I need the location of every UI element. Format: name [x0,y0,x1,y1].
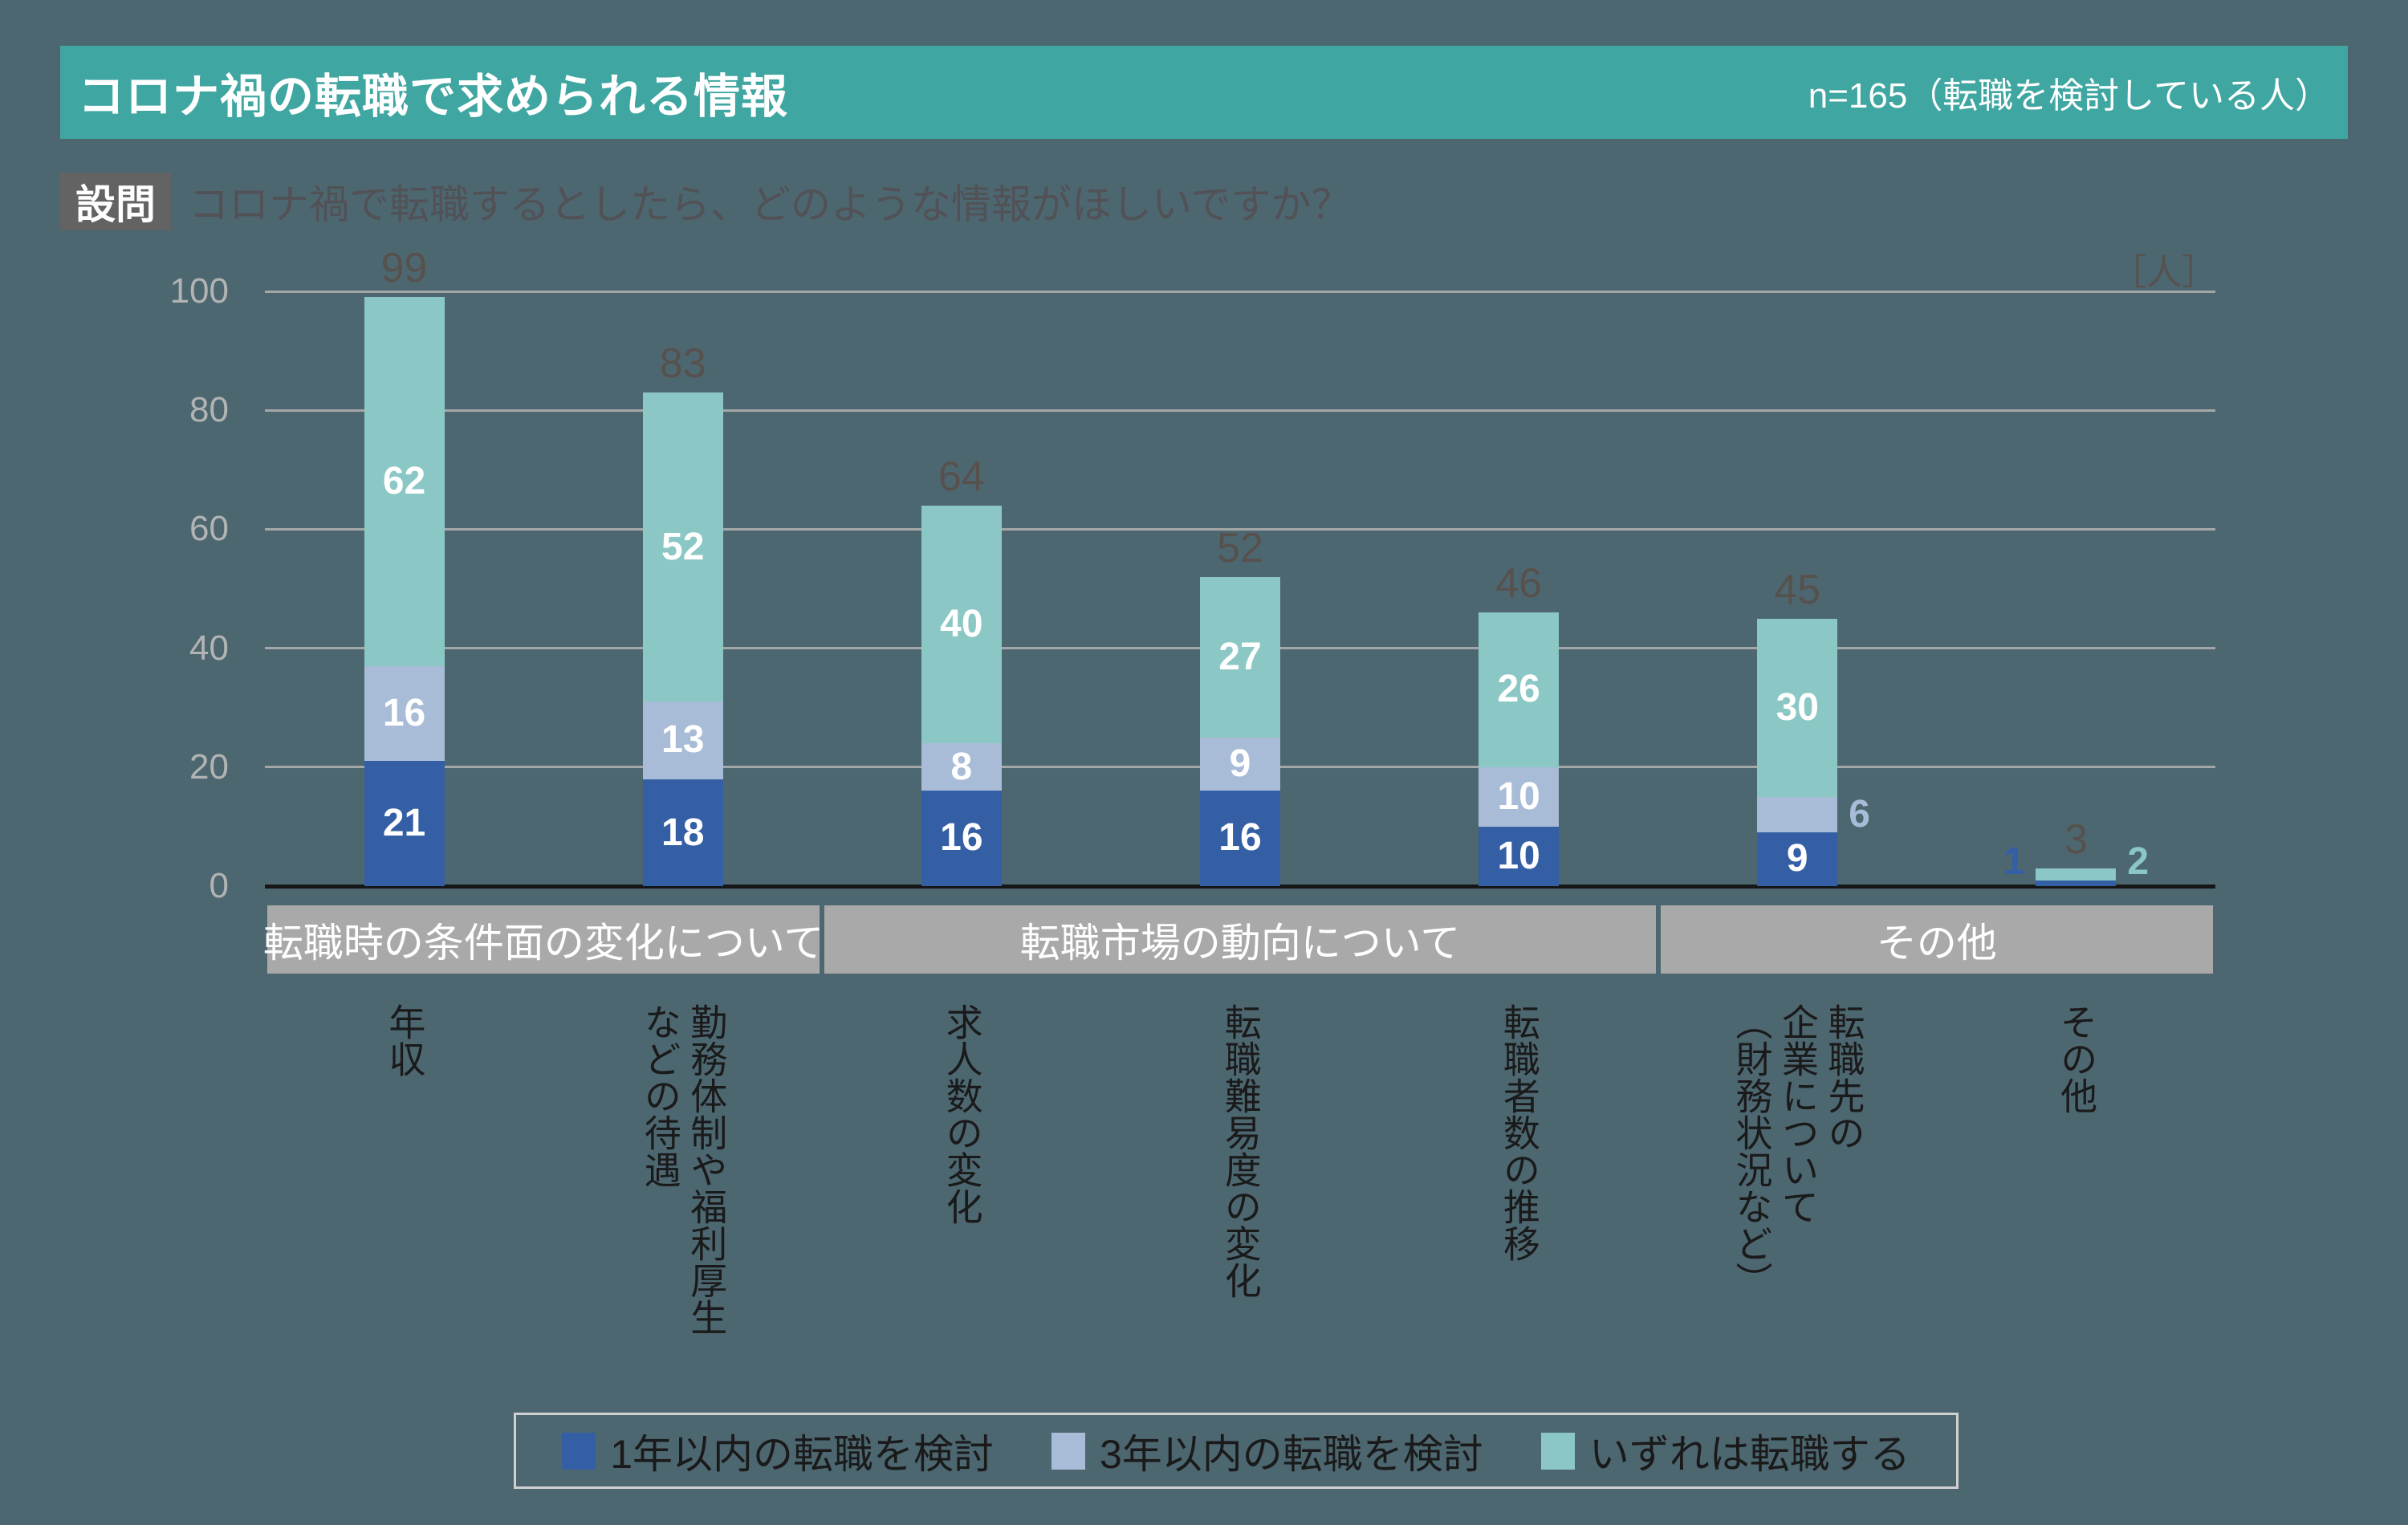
bar-total-label: 46 [1495,560,1543,608]
bar-segment [2036,880,2117,886]
legend-swatch [1540,1432,1575,1470]
legend-swatch [562,1432,596,1470]
bar-total-label: 3 [2064,815,2088,863]
gridline [265,527,2215,531]
bar-total-label: 45 [1774,566,1821,613]
bar-segment [1200,737,1280,791]
segment-value-label: 30 [1775,685,1819,729]
bar-segment [1757,796,1838,833]
category-label-column: 転職者数の推移 [1498,1003,1540,1262]
category-label: 転職先の 企業について （財務状況など） [1731,1003,1865,1299]
question-text: コロナ禍で転職するとしたら、どのような情報がほしいですか？ [189,182,1352,227]
bar-segment [1757,618,1838,797]
page-title: コロナ禍の転職で求められる情報 [78,71,789,123]
bar-segment [2036,868,2117,880]
category-label-column: 転職先の [1823,1003,1865,1151]
segment-value-label: 16 [940,816,983,860]
bar-segment [642,702,723,779]
segment-value-label: 2 [2127,840,2150,883]
y-axis-tick-label: 80 [189,390,229,430]
legend-label: 1年以内の転職を検討 [610,1431,994,1477]
gridline [265,409,2215,412]
category-group-band: その他 [1660,905,2213,974]
segment-value-label: 62 [382,460,426,503]
category-label-column: その他 [2056,1003,2098,1114]
category-label: 年収 [384,1003,425,1077]
category-label: 転職難易度の変化 [1219,1003,1262,1299]
x-axis-line [265,885,2215,889]
segment-value-label: 10 [1497,775,1540,818]
y-axis-tick-label: 60 [189,509,229,549]
segment-value-label: 13 [661,718,705,762]
segment-value-label: 27 [1218,635,1262,678]
bar-segment [642,392,723,702]
segment-value-label: 6 [1849,793,1870,836]
bar-segment [364,761,445,886]
unit-label: ［人］ [2111,253,2217,292]
category-label: その他 [2056,1003,2097,1114]
segment-value-label: 1 [2003,840,2025,883]
category-label-column: 勤務体制や福利厚生 [685,1003,728,1336]
legend-item: 3年以内の転職を検討 [1051,1422,1483,1480]
category-label-column: 企業について [1777,1003,1820,1225]
segment-value-label: 8 [950,746,973,789]
y-axis-tick-label: 20 [189,746,229,787]
y-axis-tick-label: 40 [189,628,229,668]
category-label: 勤務体制や福利厚生 などの待遇 [639,1003,728,1336]
category-label-column: 転職難易度の変化 [1219,1003,1262,1299]
bar-segment [1757,832,1838,886]
segment-value-label: 26 [1497,668,1540,711]
bar-segment [921,505,1002,744]
category-label-column: （財務状況など） [1731,1003,1773,1299]
header-bar: コロナ禍の転職で求められる情報 n=165（転職を検討している人） [60,46,2348,139]
bar-segment [364,297,445,666]
bar-segment [921,791,1002,886]
legend-label: いずれは転職する [1588,1431,1910,1477]
category-label: 転職者数の推移 [1498,1003,1540,1262]
legend-swatch [1051,1432,1085,1470]
y-axis-tick-label: 0 [209,866,229,905]
category-label: 求人数の変化 [941,1003,983,1225]
bar-total-label: 64 [938,453,985,500]
segment-value-label: 16 [382,691,426,734]
bar-segment [364,665,445,762]
y-axis-tick-label: 100 [169,271,229,311]
segment-value-label: 9 [1786,837,1808,880]
category-label-column: 求人数の変化 [941,1003,983,1225]
bar-total-label: 99 [380,245,428,292]
category-label-column: 年収 [384,1003,426,1077]
segment-value-label: 40 [940,602,983,645]
segment-value-label: 10 [1497,834,1540,877]
question-badge: 設問 [60,173,171,230]
segment-value-label: 9 [1229,742,1251,785]
segment-value-label: 21 [382,802,426,845]
bar-segment [1200,576,1280,738]
category-group-band: 転職時の条件面の変化について [263,905,824,974]
legend-item: いずれは転職する [1540,1422,1910,1480]
segment-value-label: 52 [661,525,705,568]
gridline [265,290,2215,293]
bar-segment [1479,612,1560,767]
category-label-column: などの待遇 [639,1003,681,1188]
legend-label: 3年以内の転職を検討 [1100,1431,1483,1477]
question-row: 設問 コロナ禍で転職するとしたら、どのような情報がほしいですか？ [60,173,1352,230]
sample-size-note: n=165（転職を検討している人） [1808,76,2330,116]
segment-value-label: 16 [1218,816,1262,860]
legend: 1年以内の転職を検討 3年以内の転職を検討 いずれは転職する [514,1413,1959,1489]
segment-value-label: 18 [661,811,705,854]
bar-segment [1479,767,1560,827]
bar-total-label: 52 [1217,524,1263,571]
bar-segment [642,779,723,886]
bar-segment [1479,826,1560,886]
bar-segment [1200,791,1280,886]
legend-item: 1年以内の転職を検討 [562,1422,994,1480]
bar-total-label: 83 [659,340,706,387]
category-group-band: 転職市場の動向について [824,905,1656,974]
bar-segment [921,743,1002,791]
